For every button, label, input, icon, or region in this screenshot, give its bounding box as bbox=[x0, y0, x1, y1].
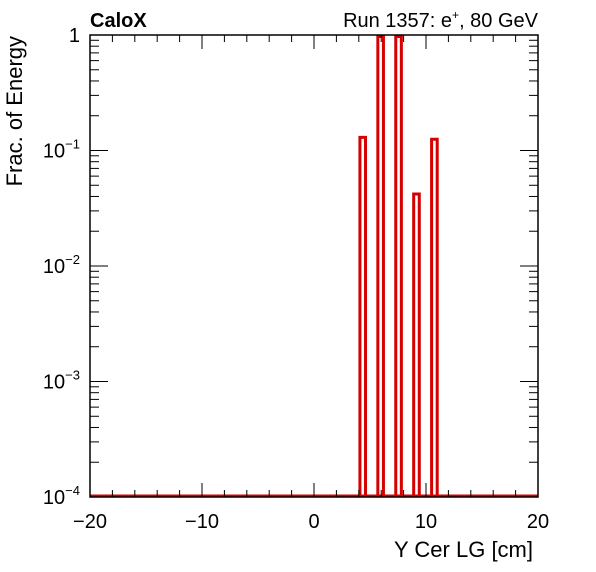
y-tick-label: 10−1 bbox=[43, 137, 80, 163]
y-tick-label: 10−3 bbox=[43, 368, 80, 394]
histogram-bar-2 bbox=[376, 35, 385, 497]
histogram-bar-5 bbox=[430, 137, 439, 497]
x-tick-label: 0 bbox=[308, 511, 319, 533]
histogram-bar-3 bbox=[394, 35, 403, 497]
x-tick-label: −20 bbox=[73, 511, 107, 533]
y-tick-label: 10−4 bbox=[43, 483, 80, 509]
plot-frame bbox=[89, 34, 539, 498]
y-tick-label: 10−2 bbox=[43, 252, 80, 278]
x-tick-label: −10 bbox=[185, 511, 219, 533]
histogram-bar-1 bbox=[358, 135, 368, 497]
experiment-label: CaloX bbox=[90, 10, 147, 32]
y-axis-label: Frac. of Energy bbox=[2, 36, 27, 186]
run-info-label: Run 1357: e+, 80 GeV bbox=[343, 8, 539, 32]
histogram-bar-4 bbox=[412, 192, 421, 497]
x-tick-label: 20 bbox=[527, 511, 549, 533]
x-axis-label: Y Cer LG [cm] bbox=[394, 537, 533, 562]
x-tick-label: 10 bbox=[415, 511, 437, 533]
y-tick-label: 1 bbox=[69, 25, 80, 47]
